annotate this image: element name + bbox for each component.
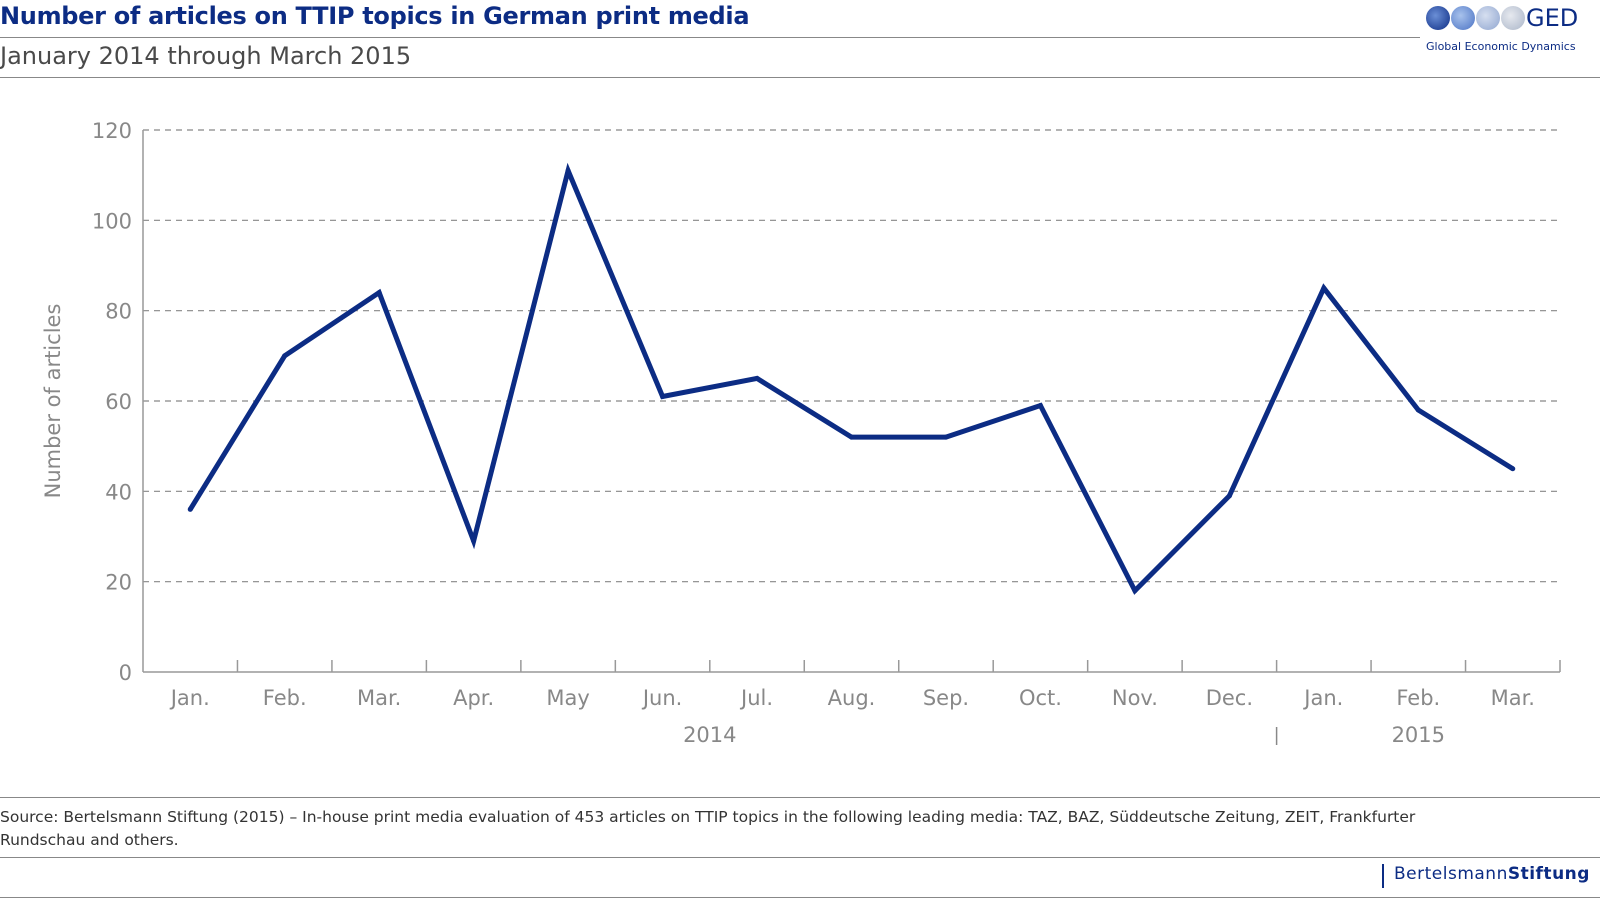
x-tick-label: Aug. bbox=[828, 686, 876, 710]
year-label: 2015 bbox=[1392, 723, 1445, 747]
data-point bbox=[1037, 403, 1043, 409]
y-tick-label: 20 bbox=[105, 571, 132, 595]
x-tick-label: Mar. bbox=[1491, 686, 1535, 710]
data-point bbox=[1321, 285, 1327, 291]
globe-icon bbox=[1451, 6, 1475, 30]
x-tick-label: May bbox=[546, 686, 589, 710]
data-point bbox=[376, 290, 382, 296]
data-point bbox=[660, 393, 666, 399]
source-divider-top bbox=[0, 797, 1600, 798]
chart-title: Number of articles on TTIP topics in Ger… bbox=[0, 2, 750, 30]
data-point bbox=[1226, 493, 1232, 499]
data-point bbox=[565, 168, 571, 174]
x-tick-label: Jul. bbox=[739, 686, 773, 710]
x-tick-label: Oct. bbox=[1019, 686, 1062, 710]
globe-icon bbox=[1476, 6, 1500, 30]
y-axis-title: Number of articles bbox=[41, 304, 65, 499]
chart-subtitle: January 2014 through March 2015 bbox=[0, 42, 412, 70]
data-point bbox=[1510, 466, 1516, 472]
data-point bbox=[187, 506, 193, 512]
brand-regular: Bertelsmann bbox=[1394, 864, 1508, 884]
data-point bbox=[754, 375, 760, 381]
title-divider bbox=[0, 37, 1420, 38]
y-tick-label: 120 bbox=[92, 119, 132, 143]
x-tick-label: Mar. bbox=[357, 686, 401, 710]
logo-text: GED bbox=[1526, 4, 1579, 32]
source-divider-bottom bbox=[0, 857, 1600, 858]
bertelsmann-logo: BertelsmannStiftung bbox=[1382, 864, 1590, 888]
source-note: Source: Bertelsmann Stiftung (2015) – In… bbox=[0, 808, 1416, 849]
y-tick-label: 80 bbox=[105, 300, 132, 324]
x-tick-label: Nov. bbox=[1112, 686, 1158, 710]
ged-logo: GED Global Economic Dynamics bbox=[1424, 2, 1600, 54]
header-divider bbox=[0, 77, 1600, 78]
x-tick-label: Sep. bbox=[923, 686, 969, 710]
year-label: 2014 bbox=[683, 723, 736, 747]
x-tick-label: Feb. bbox=[1396, 686, 1440, 710]
logo-subtext: Global Economic Dynamics bbox=[1426, 40, 1576, 53]
x-tick-label: Dec. bbox=[1206, 686, 1253, 710]
x-tick-label: Apr. bbox=[453, 686, 494, 710]
brand-bold: Stiftung bbox=[1507, 864, 1590, 884]
y-tick-label: 0 bbox=[119, 661, 132, 685]
series-line bbox=[188, 162, 1515, 595]
x-tick-label: Jun. bbox=[641, 686, 683, 710]
y-tick-label: 100 bbox=[92, 209, 132, 233]
y-tick-label: 60 bbox=[105, 390, 132, 414]
data-point bbox=[471, 538, 477, 544]
y-tick-label: 40 bbox=[105, 480, 132, 504]
data-point bbox=[1415, 407, 1421, 413]
x-tick-label: Jan. bbox=[169, 686, 210, 710]
x-tick-label: Feb. bbox=[263, 686, 307, 710]
line-chart: 0 20 40 60 80 100 120 Jan. Feb. Mar. Apr. May Jun. Ju… bbox=[41, 119, 1561, 747]
globe-icon bbox=[1426, 6, 1450, 30]
footer-divider bbox=[0, 897, 1600, 898]
globe-icon bbox=[1501, 6, 1525, 30]
data-point bbox=[282, 353, 288, 359]
data-point bbox=[943, 434, 949, 440]
data-point bbox=[1132, 588, 1138, 594]
data-point bbox=[849, 434, 854, 440]
x-tick-label: Jan. bbox=[1302, 686, 1343, 710]
